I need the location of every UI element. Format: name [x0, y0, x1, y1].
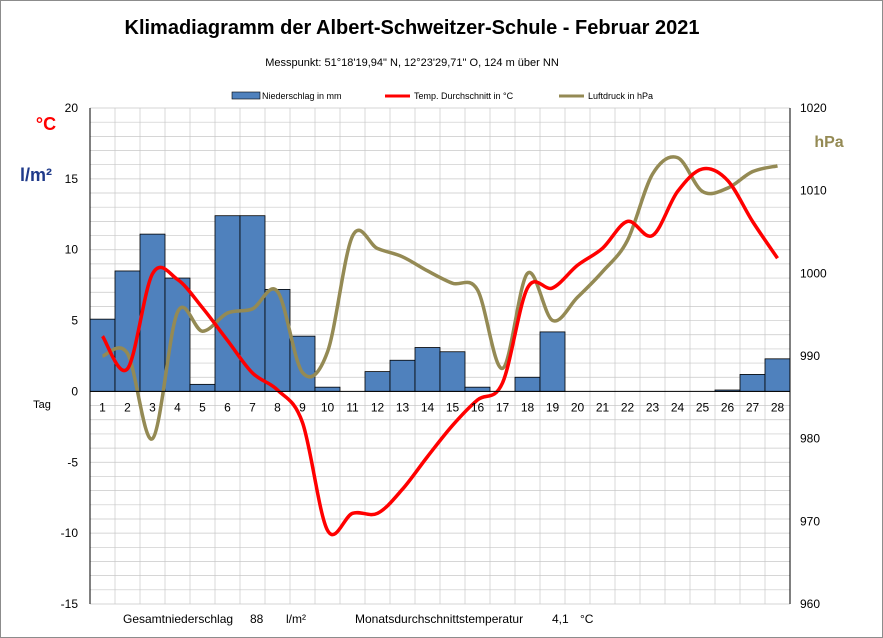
y-right-tick-label: 970 — [800, 514, 820, 528]
y-right-tick-label: 1010 — [800, 184, 827, 198]
y-left-tick-label: 20 — [65, 101, 79, 115]
x-tick-label-24: 24 — [671, 400, 685, 414]
chart-subtitle: Messpunkt: 51°18'19,94" N, 12°23'29,71" … — [265, 57, 559, 69]
x-tick-label-25: 25 — [696, 400, 710, 414]
y-left-tick-label: 10 — [65, 243, 79, 257]
bar-day-15 — [439, 351, 466, 392]
x-tick-label-22: 22 — [621, 400, 635, 414]
bar-day-13 — [389, 359, 416, 392]
x-tick-label-10: 10 — [321, 400, 335, 414]
axes: 20151050-5-10-15102010101000990980970960… — [61, 101, 827, 611]
x-tick-label-18: 18 — [521, 400, 535, 414]
x-tick-label-5: 5 — [199, 400, 206, 414]
y-right-tick-label: 990 — [800, 349, 820, 363]
legend-swatch-precip — [231, 91, 261, 100]
x-tick-label-26: 26 — [721, 400, 735, 414]
y-left-tick-label: -10 — [61, 526, 79, 540]
bar-day-27 — [739, 374, 766, 392]
x-tick-label-3: 3 — [149, 400, 156, 414]
x-tick-label-11: 11 — [346, 400, 359, 414]
mean-temp-label: Monatsdurchschnittstemperatur — [355, 612, 523, 626]
bar-day-12 — [364, 371, 391, 392]
line-series — [100, 155, 779, 537]
chart-title: Klimadiagramm der Albert-Schweitzer-Schu… — [125, 17, 700, 39]
x-tick-label-23: 23 — [646, 400, 660, 414]
x-tick-label-1: 1 — [99, 400, 106, 414]
x-tick-label-15: 15 — [446, 400, 460, 414]
x-axis-label: Tag — [33, 399, 51, 411]
bar-day-10 — [314, 386, 341, 392]
mean-temp-unit: °C — [580, 612, 594, 626]
line-luftdruck — [101, 155, 778, 441]
x-tick-label-19: 19 — [546, 400, 560, 414]
x-tick-label-7: 7 — [249, 400, 256, 414]
y-right-label: hPa — [814, 134, 843, 151]
y-right-tick-label: 980 — [800, 432, 820, 446]
x-tick-label-9: 9 — [299, 400, 306, 414]
y-right-tick-label: 960 — [800, 597, 820, 611]
total-precip-label: Gesamtniederschlag — [123, 612, 233, 626]
y-left-tick-label: 15 — [65, 172, 79, 186]
bar-series-niederschlag — [89, 215, 791, 392]
x-tick-label-14: 14 — [421, 400, 435, 414]
legend-label-temp: Temp. Durchschnitt in °C — [414, 91, 514, 101]
x-tick-label-12: 12 — [371, 400, 385, 414]
y-right-tick-label: 1020 — [800, 101, 827, 115]
y-left-tick-label: -15 — [61, 597, 79, 611]
line-temperatur — [100, 166, 779, 537]
y-left-tick-label: -5 — [67, 455, 78, 469]
x-tick-label-4: 4 — [174, 400, 181, 414]
y-left-label-temp: °C — [36, 114, 56, 134]
total-precip-unit: l/m² — [286, 612, 306, 626]
bar-day-3 — [139, 233, 166, 392]
x-tick-label-21: 21 — [596, 400, 610, 414]
bar-day-14 — [414, 347, 441, 392]
mean-temp-value: 4,1 — [552, 612, 569, 626]
x-tick-label-2: 2 — [124, 400, 131, 414]
bar-day-8 — [264, 288, 291, 392]
bar-day-6 — [214, 215, 241, 392]
x-tick-label-8: 8 — [274, 400, 281, 414]
x-tick-label-27: 27 — [746, 400, 760, 414]
x-tick-label-28: 28 — [771, 400, 785, 414]
x-tick-label-20: 20 — [571, 400, 585, 414]
x-tick-label-6: 6 — [224, 400, 231, 414]
legend-label-pressure: Luftdruck in hPa — [588, 91, 653, 101]
bar-day-28 — [764, 358, 791, 392]
x-tick-label-16: 16 — [471, 400, 485, 414]
y-left-tick-label: 5 — [71, 314, 78, 328]
footer-summary: Gesamtniederschlag 88 l/m² Monatsdurchsc… — [123, 612, 594, 626]
y-right-tick-label: 1000 — [800, 266, 827, 280]
legend: Niederschlag in mm Temp. Durchschnitt in… — [231, 91, 653, 101]
bar-day-2 — [114, 270, 141, 392]
total-precip-value: 88 — [250, 612, 264, 626]
legend-label-precip: Niederschlag in mm — [262, 91, 342, 101]
y-left-label-precip: l/m² — [20, 165, 52, 185]
bar-day-19 — [539, 331, 566, 392]
bar-day-18 — [514, 376, 541, 392]
bar-day-4 — [164, 277, 191, 392]
x-tick-label-17: 17 — [496, 400, 510, 414]
x-tick-label-13: 13 — [396, 400, 410, 414]
bar-day-16 — [464, 386, 491, 392]
bar-day-5 — [189, 383, 216, 392]
y-left-tick-label: 0 — [71, 384, 78, 398]
